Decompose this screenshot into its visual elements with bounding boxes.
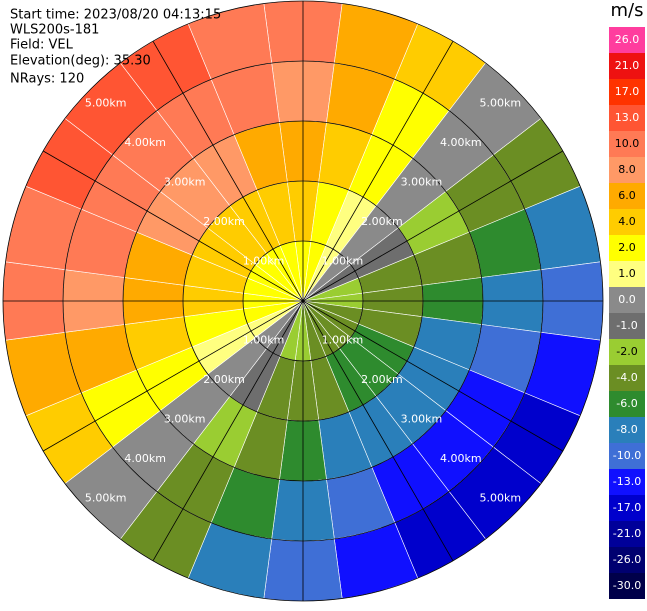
colorbar-label: 4.0 xyxy=(618,215,636,228)
ring-label: 4.00km xyxy=(124,452,166,465)
header-line: Field: VEL xyxy=(10,38,74,53)
ring-label: 5.00km xyxy=(479,491,521,504)
colorbar-label: -21.0 xyxy=(613,527,641,540)
colorbar-swatch xyxy=(609,209,645,235)
colorbar-label: 1.0 xyxy=(618,267,636,280)
ring-label: 2.00km xyxy=(361,215,403,228)
header-line: Elevation(deg): 35.30 xyxy=(10,54,151,69)
colorbar-label: 26.0 xyxy=(615,33,640,46)
ring-label: 3.00km xyxy=(164,412,206,425)
colorbar-label: -26.0 xyxy=(613,553,641,566)
colorbar-swatch xyxy=(609,105,645,131)
colorbar-label: 17.0 xyxy=(615,85,640,98)
ring-labels: 1.00km 1.00km 1.00km 1.00km 2.00km 2.00km 2.00… xyxy=(85,97,521,505)
colorbar-swatch xyxy=(609,391,645,417)
ring-label: 1.00km xyxy=(243,333,285,346)
ring-label: 5.00km xyxy=(479,97,521,110)
colorbar-label: -10.0 xyxy=(613,449,641,462)
colorbar-label: 0.0 xyxy=(618,293,636,306)
colorbar-swatch xyxy=(609,495,645,521)
colorbar-swatch xyxy=(609,235,645,261)
colorbar-swatch xyxy=(609,183,645,209)
colorbar-title: m/s xyxy=(611,0,644,21)
ring-label: 1.00km xyxy=(243,255,285,268)
colorbar-swatch xyxy=(609,365,645,391)
colorbar-swatch xyxy=(609,417,645,443)
colorbar-swatch xyxy=(609,79,645,105)
ring-label: 1.00km xyxy=(322,333,364,346)
colorbar-label: 6.0 xyxy=(618,189,636,202)
colorbar-swatch xyxy=(609,443,645,469)
colorbar-label: -8.0 xyxy=(616,423,637,436)
ring-label: 3.00km xyxy=(164,176,206,189)
colorbar-swatch xyxy=(609,547,645,573)
colorbar-swatch xyxy=(609,157,645,183)
colorbar-label: 8.0 xyxy=(618,163,636,176)
colorbar-swatch xyxy=(609,469,645,495)
colorbar-swatch xyxy=(609,53,645,79)
colorbar-swatch xyxy=(609,573,645,599)
colorbar-label: -2.0 xyxy=(616,345,637,358)
colorbar-swatch xyxy=(609,27,645,53)
header: Start time: 2023/08/20 04:13:15WLS200s-1… xyxy=(10,8,221,87)
colorbar-label: 10.0 xyxy=(615,137,640,150)
grid xyxy=(2,0,604,602)
colorbar-label: -17.0 xyxy=(613,501,641,514)
colorbar-swatch xyxy=(609,521,645,547)
ring-label: 3.00km xyxy=(401,176,443,189)
colorbar-label: -13.0 xyxy=(613,475,641,488)
header-line: Start time: 2023/08/20 04:13:15 xyxy=(10,8,221,23)
ring-label: 4.00km xyxy=(124,136,166,149)
velocity-field xyxy=(2,0,604,602)
colorbar-swatch xyxy=(609,339,645,365)
ring-label: 4.00km xyxy=(440,136,482,149)
header-line: NRays: 120 xyxy=(10,72,84,87)
ring-label: 3.00km xyxy=(401,412,443,425)
ring-label: 2.00km xyxy=(203,215,245,228)
colorbar-label: -6.0 xyxy=(616,397,637,410)
colorbar-label: -4.0 xyxy=(616,371,637,384)
colorbar-swatch xyxy=(609,287,645,313)
ring-label: 1.00km xyxy=(322,255,364,268)
colorbar-label: 13.0 xyxy=(615,111,640,124)
colorbar-swatch xyxy=(609,131,645,157)
ring-label: 5.00km xyxy=(85,491,127,504)
colorbar: m/s 26.0 21.0 17.0 13.0 10.0 8.0 6.0 4.0 2.0 1.0 0.… xyxy=(609,0,645,599)
ring-label: 2.00km xyxy=(203,373,245,386)
header-line: WLS200s-181 xyxy=(10,23,99,38)
ring-label: 2.00km xyxy=(361,373,403,386)
azimuth-line xyxy=(152,40,454,562)
colorbar-label: 21.0 xyxy=(615,59,640,72)
colorbar-swatch xyxy=(609,261,645,287)
colorbar-label: 2.0 xyxy=(618,241,636,254)
colorbar-label: -30.0 xyxy=(613,579,641,592)
colorbar-swatch xyxy=(609,313,645,339)
ring-label: 4.00km xyxy=(440,452,482,465)
ring-label: 5.00km xyxy=(85,97,127,110)
colorbar-label: -1.0 xyxy=(616,319,637,332)
